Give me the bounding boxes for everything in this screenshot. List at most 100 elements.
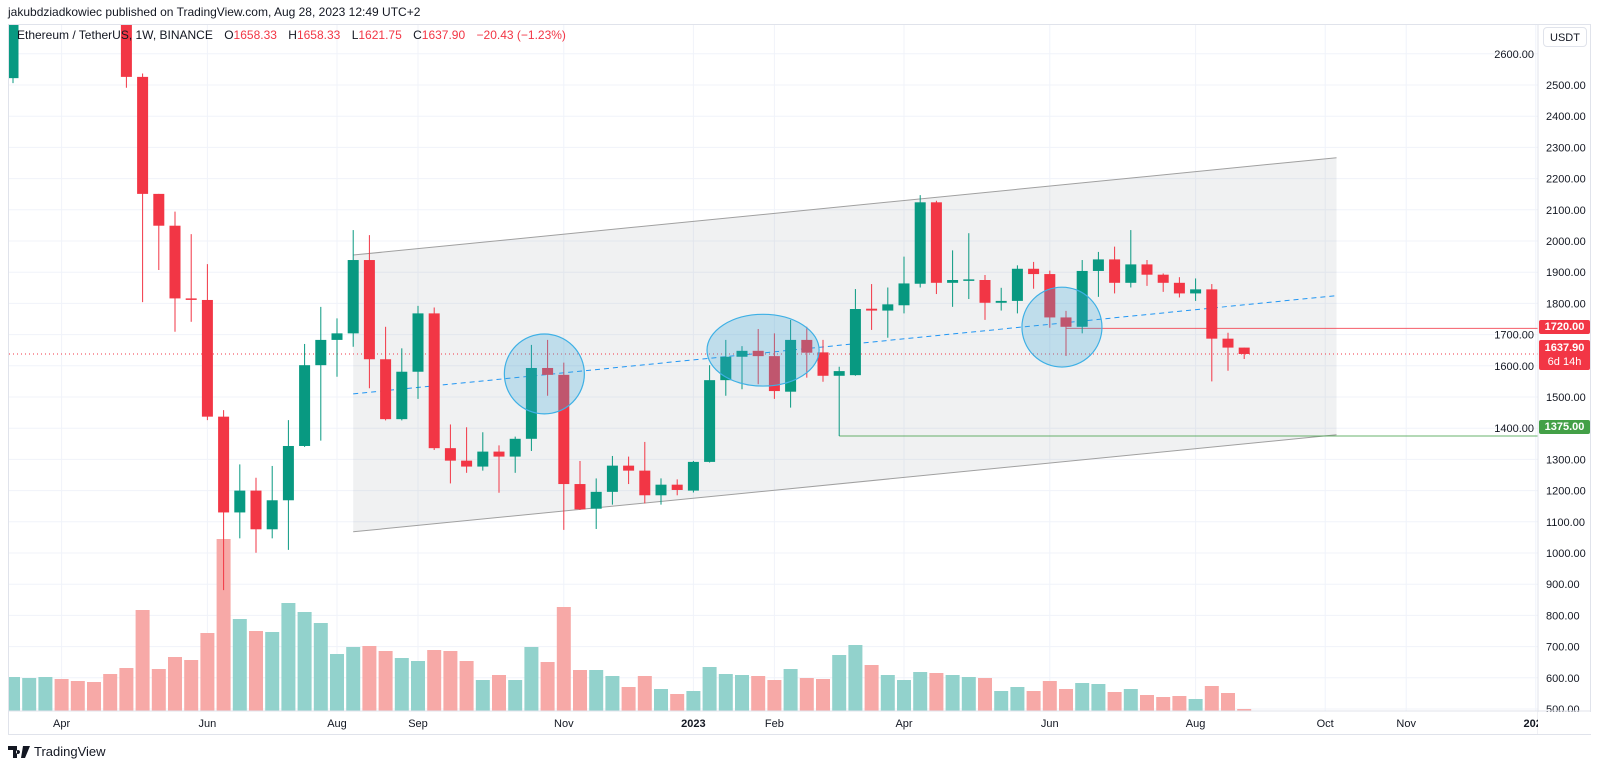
y-tick-label: 700.00 <box>1546 642 1580 654</box>
price-lines <box>9 327 1538 437</box>
candle-body <box>234 490 246 513</box>
volume-bar <box>119 668 134 711</box>
volume-bar <box>816 679 830 711</box>
candle-body <box>477 451 489 467</box>
volume-bar <box>168 657 182 711</box>
candle-body <box>752 350 764 357</box>
x-tick-label: Sep <box>408 718 428 730</box>
candle-body <box>606 465 618 492</box>
volume-bar <box>394 658 409 711</box>
volume-bar <box>994 691 1009 711</box>
candle-body <box>1157 274 1169 283</box>
low-value: 1621.75 <box>358 28 402 42</box>
volume-bar <box>313 623 328 711</box>
candle-body <box>542 367 554 375</box>
y-tick-label: 2300.00 <box>1546 142 1586 154</box>
candle-body <box>1092 259 1104 271</box>
ellipse-highlight[interactable] <box>1021 286 1103 368</box>
volume-bar <box>1237 709 1252 711</box>
candle-body <box>120 25 132 77</box>
grid <box>9 25 1538 711</box>
ellipse-drawings[interactable] <box>503 286 1103 415</box>
x-tick-label: Apr <box>895 718 912 730</box>
candle-body <box>282 445 294 501</box>
x-tick-label: 2023 <box>681 718 705 730</box>
candle-body <box>623 465 635 471</box>
volume-bar <box>475 680 490 711</box>
volume-bar <box>1204 686 1219 711</box>
volume-bar <box>735 675 749 711</box>
candle-body <box>768 356 780 392</box>
volume-bar <box>670 694 685 711</box>
volume-bar <box>249 631 263 711</box>
volume-bar <box>232 619 247 711</box>
volume-bar <box>524 647 539 711</box>
candle-body <box>1141 264 1153 275</box>
volume-bar <box>799 678 814 711</box>
close-value: 1637.90 <box>421 28 466 42</box>
channel-upper-line[interactable] <box>353 157 1337 256</box>
symbol-title[interactable]: Ethereum / TetherUS, 1W, BINANCE <box>17 28 213 42</box>
volume-bar <box>1156 697 1171 711</box>
volume-bar <box>508 680 523 711</box>
time-axis[interactable]: Apr Jun Aug Sep Nov 2023 Feb Apr Jun Aug Oct Nov 202… <box>9 710 1591 734</box>
y-tick-label: 2000.00 <box>1546 236 1586 248</box>
volume-bar <box>184 660 199 711</box>
volume-bar <box>492 675 506 711</box>
last-price-value: 1637.90 <box>1544 342 1585 354</box>
candle-body <box>1190 289 1202 294</box>
volume-bar <box>1140 695 1154 711</box>
y-tick-label: 1000.00 <box>1546 548 1586 560</box>
volume-bar <box>702 667 717 711</box>
y-tick-label: 900.00 <box>1546 579 1580 591</box>
candle-body <box>574 484 586 510</box>
ellipse-highlight[interactable] <box>503 333 585 415</box>
candle-body <box>979 280 991 303</box>
volume-bar <box>718 674 733 711</box>
candle-body <box>671 484 683 490</box>
y-tick-label: 600.00 <box>1546 673 1580 685</box>
ellipse-highlight[interactable] <box>706 313 820 387</box>
candle-body <box>509 438 521 457</box>
open-label: O <box>224 28 234 42</box>
channel-lower-line[interactable] <box>353 434 1337 533</box>
volume-bar <box>411 661 425 711</box>
y-tick-label: 2100.00 <box>1546 205 1586 217</box>
y-tick-label: 2400.00 <box>1546 111 1586 123</box>
candle-body <box>315 339 327 366</box>
volume-bar <box>897 680 911 711</box>
volume-bar <box>880 675 895 711</box>
candle-body <box>655 484 667 496</box>
price-axis[interactable]: 500.00600.00700.00800.00900.001000.00110… <box>1494 25 1586 734</box>
candle-body <box>1173 282 1185 294</box>
candle-body <box>266 500 278 530</box>
change-value: −20.43 (−1.23%) <box>476 28 566 42</box>
candle-body <box>185 298 197 300</box>
volume-bar <box>783 669 798 711</box>
close-label: C <box>413 28 422 42</box>
candle-body <box>461 460 473 467</box>
volume-bar <box>378 651 393 711</box>
volume-bar <box>767 680 782 711</box>
x-tick-label: Aug <box>327 718 347 730</box>
high-label: H <box>288 28 297 42</box>
candle-body <box>380 359 392 420</box>
volume-bar <box>54 679 69 711</box>
x-tick-label: Apr <box>53 718 70 730</box>
currency-button[interactable]: USDT <box>1543 27 1587 47</box>
candle-body <box>137 76 149 194</box>
tradingview-brand[interactable]: TradingView <box>8 744 106 759</box>
candle-body <box>493 451 505 457</box>
channel-midline[interactable] <box>353 295 1337 395</box>
volume-bar <box>654 689 668 711</box>
x-tick-label: Jun <box>1041 718 1059 730</box>
y-tick-label: 1300.00 <box>1546 454 1586 466</box>
chart-panel <box>8 24 1591 735</box>
volume-bar <box>1010 687 1025 711</box>
candle-body <box>201 299 213 417</box>
volume-bar <box>103 674 118 711</box>
parallel-channel-drawing[interactable] <box>353 157 1337 533</box>
candle-body <box>704 380 716 462</box>
candle-body <box>428 313 440 449</box>
